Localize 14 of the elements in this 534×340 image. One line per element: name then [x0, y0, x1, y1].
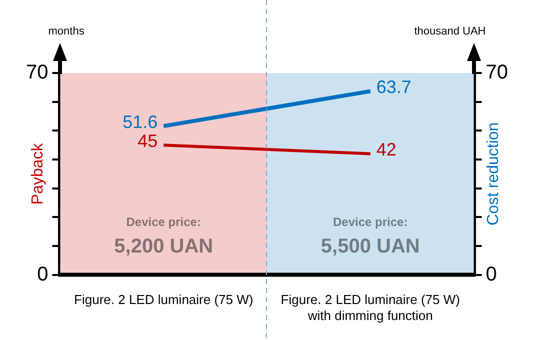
y-axis-title: months — [48, 26, 85, 38]
text: Cost reduction — [485, 122, 502, 226]
x-tick-label: Figure. 2 LED luminaire (75 W) — [74, 292, 254, 308]
data-label: 42 — [376, 140, 396, 160]
y2-axis-title: thousand UAH — [414, 26, 486, 38]
data-label: 51.6 — [122, 112, 158, 132]
band-label: Device price: 5,200 UAN — [114, 215, 214, 258]
y2-tick-label: 0 — [486, 263, 497, 286]
data-label: 45 — [138, 131, 158, 152]
y2-tick-label: 70 — [486, 62, 508, 84]
data-label: 63.7 — [376, 77, 412, 98]
band-label: Device price: 5,500 UAN — [320, 215, 420, 258]
x-tick-label: Figure. 2 LED luminaire (75 W) with dimming function — [280, 292, 460, 323]
text: Payback — [30, 142, 47, 205]
